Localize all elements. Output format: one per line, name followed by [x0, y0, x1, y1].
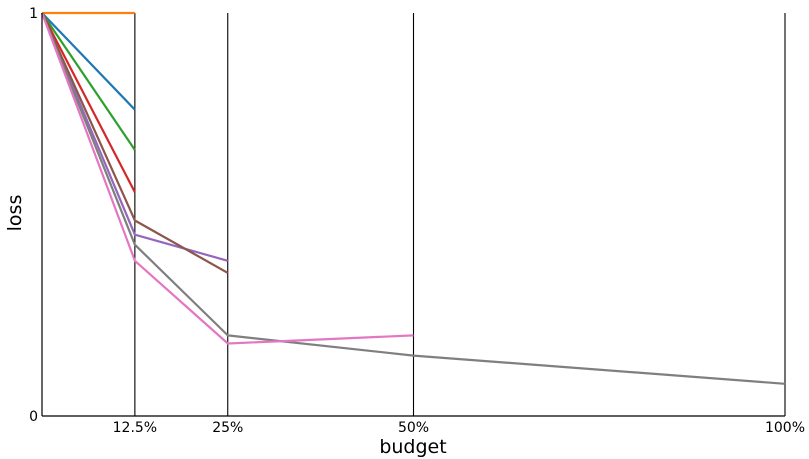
y-tick-label: 1	[29, 6, 38, 22]
series-line-3	[41, 12, 136, 151]
series-line-6	[40, 12, 229, 274]
x-tick-label: 25%	[212, 420, 243, 436]
series-line-7	[40, 12, 786, 385]
x-tick-labels: 12.5% 25% 50% 100%	[113, 420, 805, 436]
y-tick-label: 0	[29, 409, 38, 425]
series-line-5	[40, 12, 229, 262]
series-line-4	[41, 12, 136, 193]
x-axis-label: budget	[379, 436, 446, 458]
y-tick-labels: 01	[29, 6, 38, 425]
series-lines	[40, 11, 786, 385]
x-tick-label: 100%	[765, 420, 805, 436]
series-line-2	[41, 12, 136, 111]
budget-gridlines	[134, 13, 786, 416]
axes	[41, 13, 785, 417]
y-axis-label: loss	[4, 195, 26, 232]
x-tick-label: 12.5%	[113, 420, 157, 436]
x-tick-label: 50%	[398, 420, 429, 436]
series-line-8	[40, 12, 414, 345]
